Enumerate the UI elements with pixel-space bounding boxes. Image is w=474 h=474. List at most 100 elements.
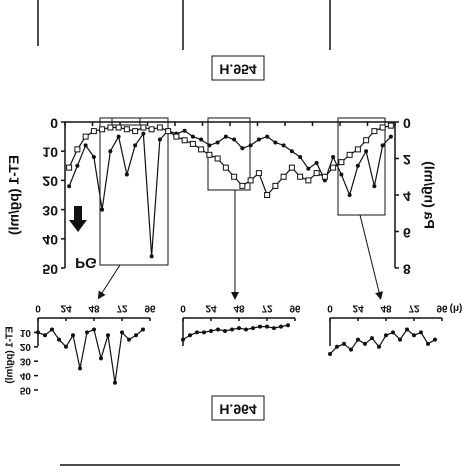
point xyxy=(239,182,246,189)
point xyxy=(355,163,360,168)
point xyxy=(265,324,269,329)
y2-tick-label: 6 xyxy=(403,225,411,241)
point xyxy=(297,173,304,180)
point xyxy=(391,330,395,335)
point xyxy=(127,337,131,342)
point xyxy=(256,137,261,142)
point xyxy=(207,143,212,148)
panel-label: H.964 xyxy=(219,401,257,417)
y-tick-label: 10 xyxy=(42,144,58,160)
point xyxy=(133,143,138,148)
pg-arrow xyxy=(69,206,87,232)
point xyxy=(67,184,72,189)
point xyxy=(433,337,437,342)
point xyxy=(349,347,353,352)
y-tick-label: 30 xyxy=(20,356,32,367)
point xyxy=(190,134,195,139)
point xyxy=(134,333,138,338)
point xyxy=(148,126,155,133)
point xyxy=(379,124,386,131)
point xyxy=(108,149,113,154)
point xyxy=(388,134,393,139)
point xyxy=(106,333,110,338)
point xyxy=(264,192,271,198)
y2-tick-label: 2 xyxy=(403,152,411,168)
y-tick-label: 10 xyxy=(20,327,32,338)
series-line xyxy=(182,324,289,341)
x-tick-label: 0 xyxy=(327,302,333,313)
point xyxy=(347,193,352,197)
point xyxy=(354,146,361,153)
point xyxy=(206,151,213,158)
zoom-arrow xyxy=(97,264,121,300)
point xyxy=(140,124,147,131)
point xyxy=(116,134,121,139)
point xyxy=(222,164,229,171)
y-tick-label: 40 xyxy=(20,370,32,381)
point xyxy=(165,128,172,135)
point xyxy=(209,328,213,333)
point xyxy=(214,155,221,162)
series-line xyxy=(329,328,436,355)
x-tick-label: 72 xyxy=(116,302,128,313)
point xyxy=(273,140,278,145)
point xyxy=(237,326,241,331)
point xyxy=(107,124,114,131)
panel-label: H.954 xyxy=(219,61,257,77)
point xyxy=(85,330,89,335)
point xyxy=(78,366,82,371)
point xyxy=(387,122,394,129)
point xyxy=(321,173,328,180)
y2-axis-label: Pa (ng/ml) xyxy=(421,161,437,229)
point xyxy=(173,133,180,140)
x-tick-label: 48 xyxy=(88,302,100,313)
point xyxy=(156,124,163,131)
y-tick-label: 50 xyxy=(20,384,32,395)
point xyxy=(298,155,303,160)
point xyxy=(43,333,47,338)
x-tick-label: 48 xyxy=(380,302,392,313)
point xyxy=(91,155,96,160)
y-axis-label: ET-1 (pg/ml) xyxy=(6,155,22,235)
point xyxy=(57,337,61,342)
x-tick-label: 48 xyxy=(233,302,245,313)
y-tick-label: 0 xyxy=(50,115,58,131)
point xyxy=(335,344,339,349)
point xyxy=(364,149,369,154)
label-box xyxy=(211,55,265,81)
point xyxy=(198,146,205,153)
y-tick-label: 20 xyxy=(42,174,58,190)
label-box xyxy=(211,395,265,421)
point xyxy=(64,344,68,349)
point xyxy=(281,143,286,148)
point xyxy=(363,341,367,346)
zoom-box xyxy=(207,117,251,191)
series-line xyxy=(68,130,392,257)
point xyxy=(157,137,162,142)
point xyxy=(419,330,423,335)
point xyxy=(272,326,276,331)
point xyxy=(286,323,290,328)
point xyxy=(189,140,196,147)
point xyxy=(188,333,192,338)
point xyxy=(377,344,381,349)
point xyxy=(328,352,332,356)
point xyxy=(202,330,206,335)
point xyxy=(372,184,377,189)
point xyxy=(265,134,270,139)
point xyxy=(306,166,311,171)
point xyxy=(279,324,283,329)
point xyxy=(92,327,96,332)
x-tick-label: 72 xyxy=(261,302,273,313)
point xyxy=(99,126,106,133)
point xyxy=(313,170,320,177)
point xyxy=(113,380,117,385)
point xyxy=(314,160,319,165)
series-line xyxy=(37,328,144,383)
point xyxy=(371,128,378,135)
point xyxy=(141,131,146,136)
y2-tick-label: 8 xyxy=(403,261,411,277)
point xyxy=(339,172,344,177)
point xyxy=(331,155,336,160)
